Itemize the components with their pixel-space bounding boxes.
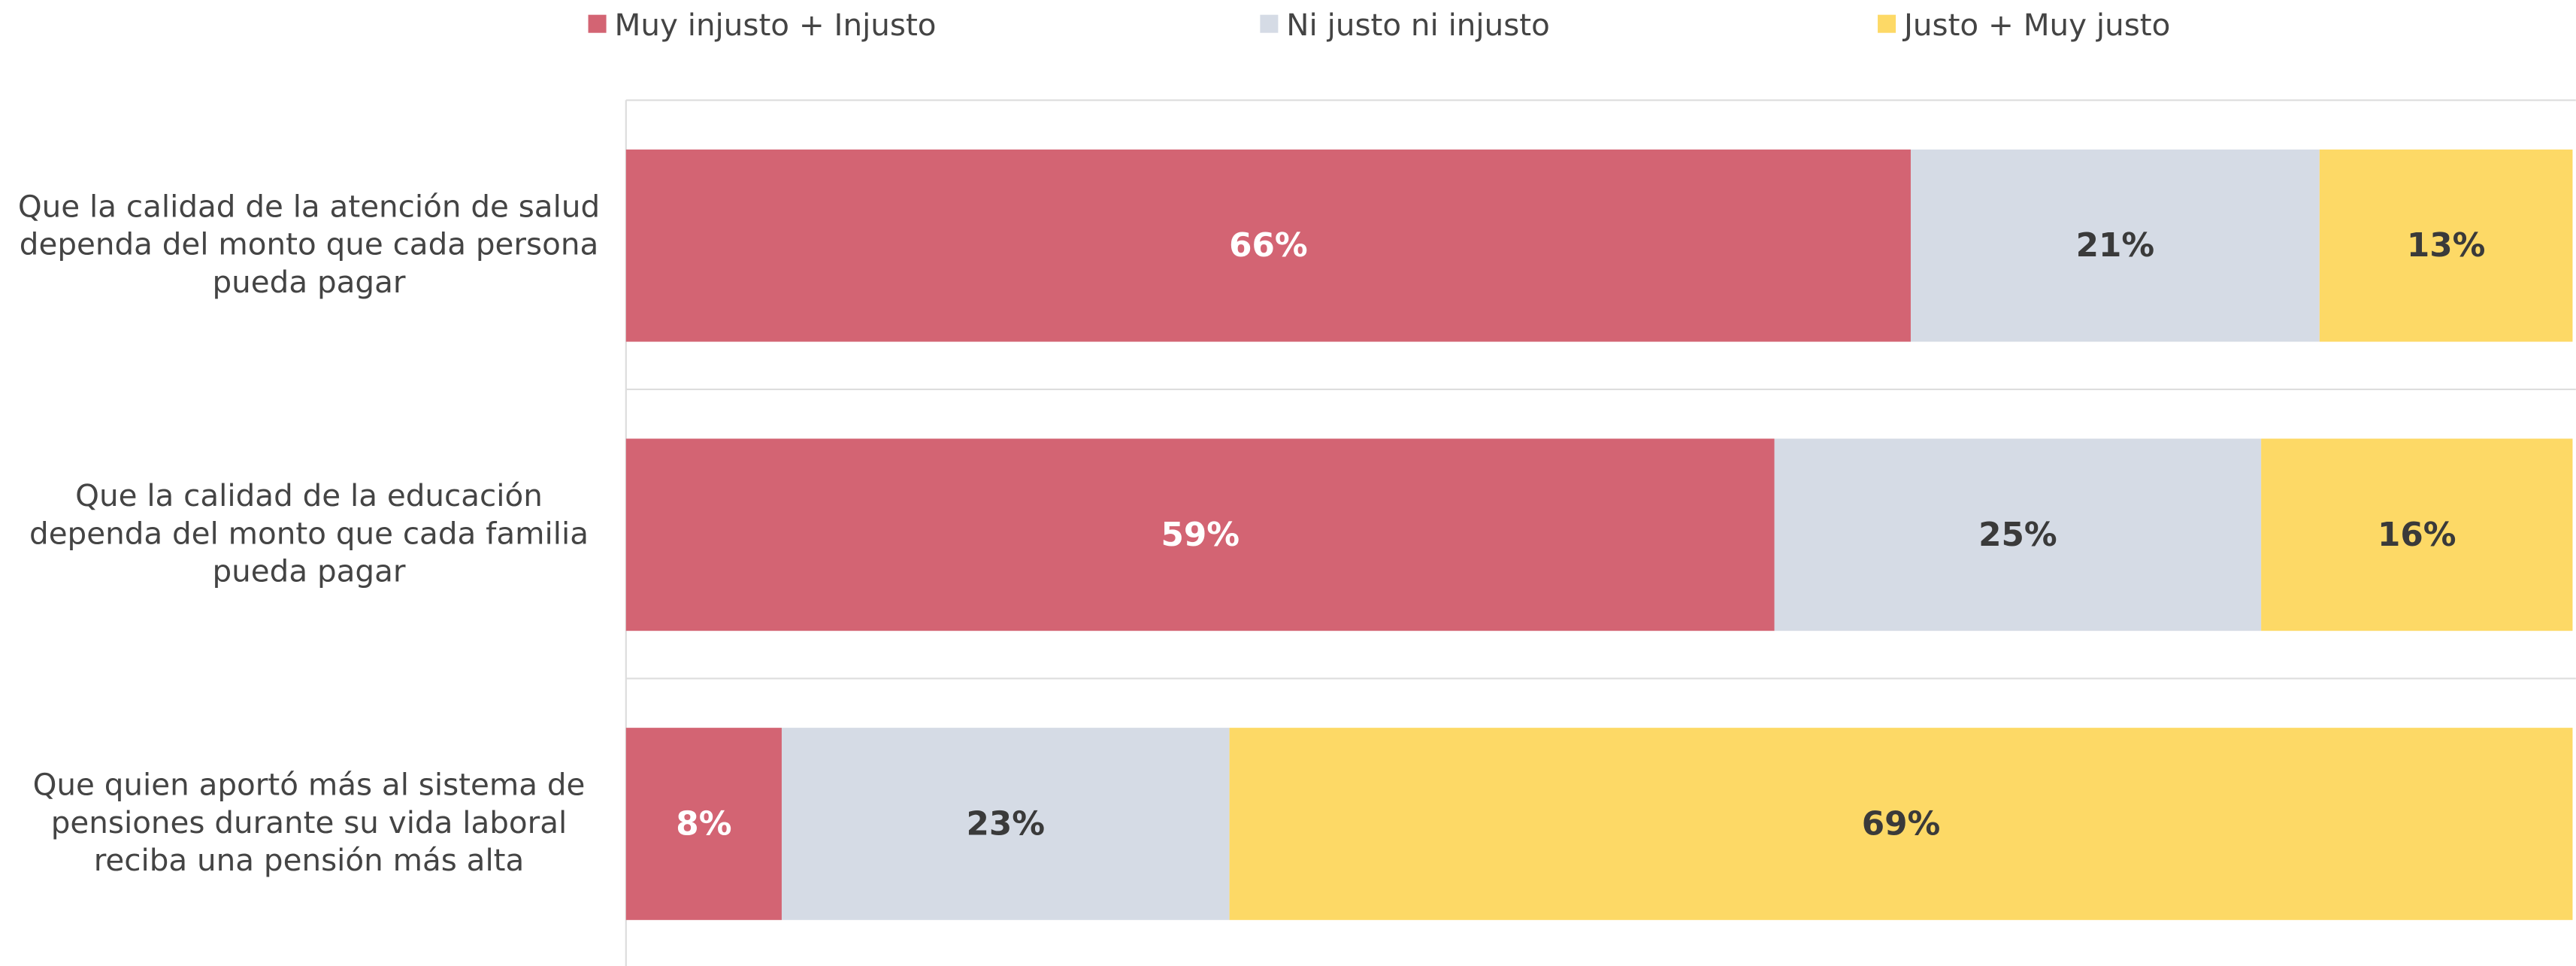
value-label: 59% [1161,516,1240,554]
category-label: Que la calidad de la atención de salud d… [17,189,601,300]
category-label: Que la calidad de la educación dependa d… [29,479,589,589]
bar-segment [625,149,1911,342]
value-label: 69% [1862,804,1941,843]
value-label: 23% [966,804,1045,843]
bar-segment [781,728,1230,920]
legend-swatch [1260,14,1279,33]
bar-segment [625,438,1775,631]
value-label: 16% [2378,516,2456,554]
category-box: Que la calidad de la educación dependa d… [29,479,589,589]
value-label: 66% [1229,226,1308,265]
value-label: 25% [1978,516,2057,554]
value-label: 8% [676,804,731,843]
bar-segment [2261,438,2573,631]
bar-segment [2319,149,2573,342]
bar-segment [625,728,782,920]
bar-segment [1229,728,2573,920]
value-label: 13% [2407,226,2486,265]
category-box: Que quien aportó más al sistema de pensi… [32,768,586,879]
legend-label: Justo + Muy justo [1902,7,2170,43]
category-label: Que quien aportó más al sistema de pensi… [32,768,586,879]
legend-swatch [588,14,607,33]
bar-segment [1910,149,2320,342]
legend-label: Muy injusto + Injusto [614,7,936,43]
bar-segment [1774,438,2262,631]
legend-label: Ni justo ni injusto [1286,7,1550,43]
legend-swatch [1878,14,1896,33]
value-label: 21% [2076,226,2155,265]
category-box: Que la calidad de la atención de salud d… [17,189,601,300]
